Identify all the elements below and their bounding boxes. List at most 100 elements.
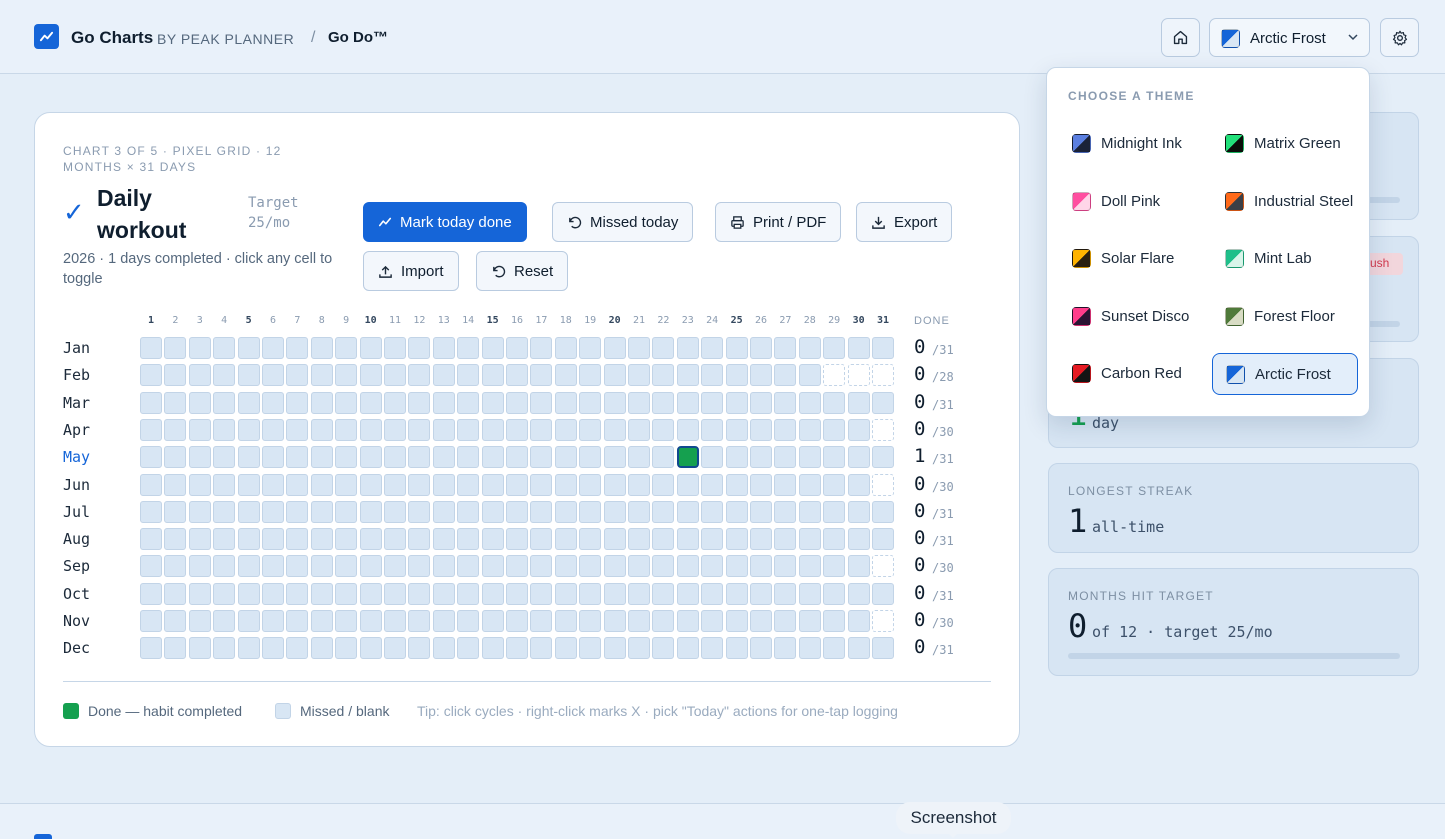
grid-cell[interactable] [603, 500, 626, 523]
grid-cell[interactable] [432, 337, 455, 359]
grid-cell[interactable] [481, 555, 504, 578]
grid-cell[interactable] [676, 637, 699, 660]
grid-cell[interactable] [603, 418, 626, 441]
grid-cell[interactable] [457, 528, 480, 551]
grid-cell[interactable] [310, 446, 333, 469]
grid-cell[interactable] [237, 337, 260, 359]
grid-cell[interactable] [335, 555, 358, 578]
grid-cell[interactable] [335, 391, 358, 414]
grid-cell[interactable] [554, 500, 577, 523]
grid-cell[interactable] [213, 446, 236, 469]
theme-option[interactable]: Arctic Frost [1212, 353, 1358, 395]
grid-cell[interactable] [872, 582, 894, 605]
grid-cell[interactable] [432, 500, 455, 523]
grid-cell[interactable] [310, 610, 333, 632]
grid-cell[interactable] [628, 391, 650, 414]
grid-cell[interactable] [628, 337, 650, 359]
grid-cell[interactable] [262, 337, 284, 359]
grid-cell[interactable] [652, 637, 675, 660]
grid-cell[interactable] [286, 500, 309, 523]
grid-cell[interactable] [164, 637, 187, 660]
grid-cell[interactable] [164, 446, 187, 469]
grid-cell[interactable] [725, 473, 748, 496]
grid-cell[interactable] [262, 473, 284, 496]
grid-cell[interactable] [652, 610, 675, 632]
grid-cell[interactable] [798, 473, 821, 496]
grid-cell[interactable] [530, 418, 553, 441]
grid-cell[interactable] [750, 418, 772, 441]
theme-option[interactable]: Solar Flare [1059, 238, 1205, 280]
grid-cell[interactable] [188, 337, 211, 359]
grid-cell[interactable] [432, 582, 455, 605]
grid-cell[interactable] [432, 555, 455, 578]
grid-cell[interactable] [237, 528, 260, 551]
grid-cell[interactable] [872, 528, 894, 551]
grid-cell[interactable] [359, 364, 382, 387]
grid-cell[interactable] [872, 337, 894, 359]
grid-cell[interactable] [457, 555, 480, 578]
grid-cell[interactable] [676, 610, 699, 632]
grid-cell[interactable] [725, 610, 748, 632]
grid-cell[interactable] [676, 391, 699, 414]
grid-cell[interactable] [676, 582, 699, 605]
grid-cell[interactable] [628, 364, 650, 387]
grid-cell[interactable] [188, 528, 211, 551]
grid-cell[interactable] [432, 418, 455, 441]
grid-cell[interactable] [164, 528, 187, 551]
grid-cell[interactable] [359, 473, 382, 496]
grid-cell[interactable] [725, 500, 748, 523]
grid-cell[interactable] [408, 610, 431, 632]
grid-cell[interactable] [506, 610, 528, 632]
grid-cell[interactable] [408, 500, 431, 523]
theme-option[interactable]: Doll Pink [1059, 181, 1205, 223]
grid-cell[interactable] [384, 610, 406, 632]
grid-cell[interactable] [310, 337, 333, 359]
grid-cell[interactable] [798, 555, 821, 578]
grid-cell[interactable] [750, 555, 772, 578]
grid-cell[interactable] [774, 446, 797, 469]
grid-cell[interactable] [628, 446, 650, 469]
grid-cell[interactable] [823, 500, 846, 523]
grid-cell[interactable] [262, 364, 284, 387]
grid-cell[interactable] [286, 418, 309, 441]
grid-cell[interactable] [554, 418, 577, 441]
grid-cell[interactable] [213, 582, 236, 605]
grid-cell[interactable] [725, 555, 748, 578]
grid-cell[interactable] [774, 364, 797, 387]
grid-cell[interactable] [359, 446, 382, 469]
grid-cell[interactable] [676, 473, 699, 496]
grid-cell[interactable] [579, 582, 602, 605]
grid-cell[interactable] [676, 418, 699, 441]
grid-cell[interactable] [286, 473, 309, 496]
grid-cell[interactable] [798, 582, 821, 605]
grid-cell[interactable] [554, 473, 577, 496]
grid-cell[interactable] [237, 391, 260, 414]
grid-cell[interactable] [384, 364, 406, 387]
grid-cell[interactable] [652, 337, 675, 359]
grid-cell[interactable] [750, 528, 772, 551]
grid-cell[interactable] [823, 610, 846, 632]
grid-cell[interactable] [286, 446, 309, 469]
grid-cell[interactable] [237, 582, 260, 605]
grid-cell[interactable] [457, 446, 480, 469]
export-button[interactable]: Export [856, 202, 953, 242]
grid-cell[interactable] [213, 391, 236, 414]
grid-cell[interactable] [188, 637, 211, 660]
grid-cell[interactable] [140, 473, 162, 496]
grid-cell[interactable] [725, 637, 748, 660]
grid-cell[interactable] [481, 528, 504, 551]
grid-cell[interactable] [530, 500, 553, 523]
grid-cell[interactable] [554, 391, 577, 414]
grid-cell[interactable] [603, 610, 626, 632]
grid-cell[interactable] [384, 391, 406, 414]
grid-cell[interactable] [286, 555, 309, 578]
grid-cell[interactable] [774, 418, 797, 441]
grid-cell[interactable] [164, 473, 187, 496]
grid-cell[interactable] [506, 528, 528, 551]
grid-cell[interactable] [359, 391, 382, 414]
grid-cell[interactable] [676, 337, 699, 359]
grid-cell[interactable] [701, 391, 724, 414]
grid-cell[interactable] [579, 637, 602, 660]
grid-cell[interactable] [750, 391, 772, 414]
grid-cell[interactable] [140, 637, 162, 660]
